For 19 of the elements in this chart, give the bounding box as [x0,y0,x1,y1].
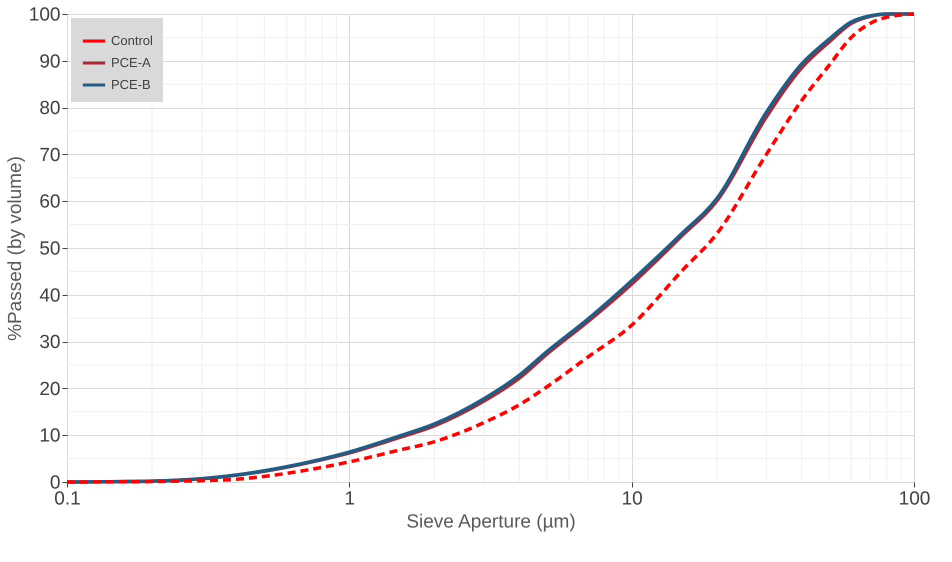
y-tick-label: 100 [28,4,60,26]
y-tick-label: 10 [39,426,60,447]
y-tick-label: 80 [39,98,60,120]
y-tick-label: 90 [39,51,60,72]
x-tick-label: 10 [622,488,643,510]
y-tick-label: 40 [39,285,60,306]
legend-label: PCE-A [111,55,152,70]
y-tick-label: 60 [39,192,60,213]
x-tick-label: 100 [898,488,930,510]
x-tick-label: 1 [344,488,356,510]
y-tick-label: 30 [39,332,60,354]
legend-label: PCE-B [111,77,151,92]
y-tick-label: 70 [39,144,60,166]
y-tick-label: 20 [39,378,60,400]
y-tick-label: 50 [39,238,60,260]
x-tick-label: 0.1 [54,488,81,510]
y-axis-title: %Passed (by volume) [4,156,26,341]
legend-label: Control [111,33,154,48]
x-axis-title: Sieve Aperture (µm) [406,512,576,532]
